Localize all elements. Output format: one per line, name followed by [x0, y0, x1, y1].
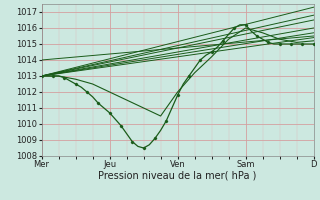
X-axis label: Pression niveau de la mer( hPa ): Pression niveau de la mer( hPa ) [99, 171, 257, 181]
